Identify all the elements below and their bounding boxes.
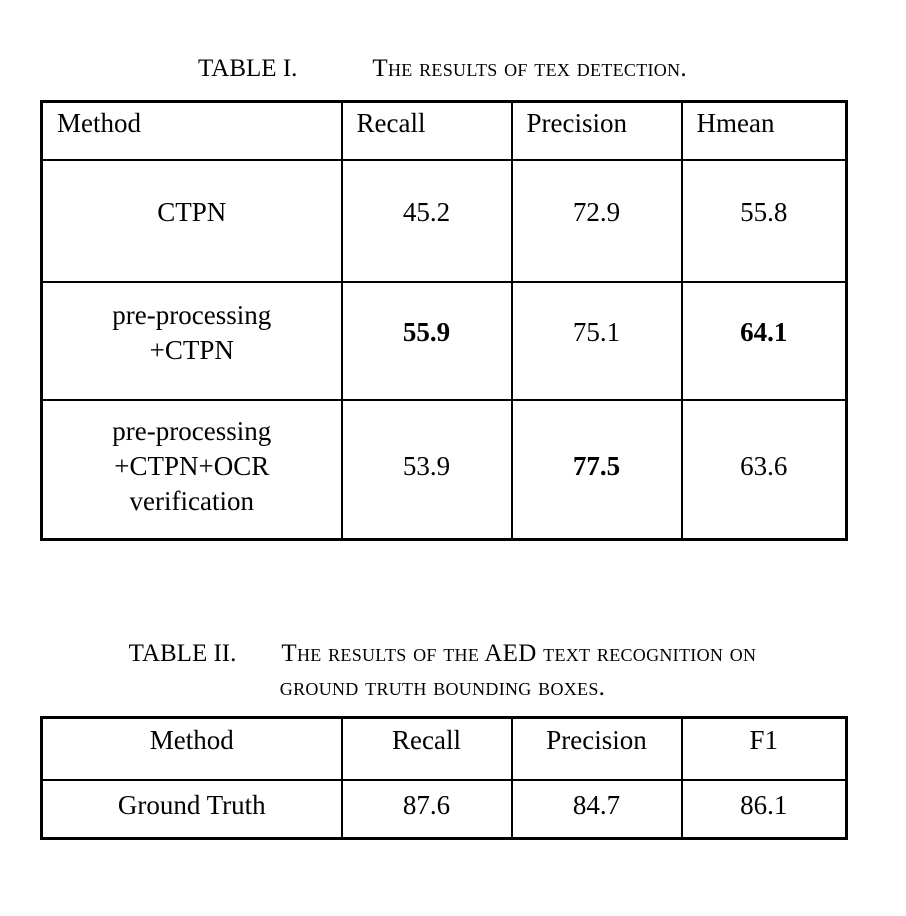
table1: Method Recall Precision Hmean CTPN 45.2 … [40,100,848,541]
table-row: CTPN 45.2 72.9 55.8 [40,158,848,283]
table1-header-hmean: Hmean [680,100,848,161]
table2-header-method: Method [40,716,343,781]
table1-row1-method: pre-processing +CTPN [40,280,343,401]
table1-row0-precision: 72.9 [510,158,683,283]
table1-header-row: Method Recall Precision Hmean [40,100,848,161]
table2-row0-f1: 86.1 [680,778,848,840]
table2-caption-label: TABLE II. [128,640,237,667]
table2-header-recall: Recall [340,716,513,781]
caption-spacer [236,660,281,661]
table1-header-recall: Recall [340,100,513,161]
table1-row0-hmean: 55.8 [680,158,848,283]
table1-row0-recall: 45.2 [340,158,513,283]
table2-header-precision: Precision [510,716,683,781]
table2: Method Recall Precision F1 Ground Truth … [40,716,848,840]
table1-row2-precision: 77.5 [510,398,683,541]
table1-row1-precision: 75.1 [510,280,683,401]
table1-caption: TABLE I. The results of tex detection. [40,52,845,86]
table2-header-f1: F1 [680,716,848,781]
table1-row1-recall: 55.9 [340,280,513,401]
caption-spacer [297,75,372,76]
table2-row0-recall: 87.6 [340,778,513,840]
table-row: pre-processing +CTPN 55.9 75.1 64.1 [40,280,848,401]
table-row: Ground Truth 87.6 84.7 86.1 [40,778,848,840]
table1-row2-method: pre-processing +CTPN+OCR verification [40,398,343,541]
table2-caption-title: The results of the AED text recognition … [279,640,757,701]
table1-header-precision: Precision [510,100,683,161]
table2-caption: TABLE II. The results of the AED text rec… [40,637,845,705]
table1-row1-hmean: 64.1 [680,280,848,401]
table1-caption-label: TABLE I. [198,55,298,82]
table1-row0-method: CTPN [40,158,343,283]
table2-row0-precision: 84.7 [510,778,683,840]
table1-caption-title: The results of tex detection. [372,55,687,82]
table1-row2-recall: 53.9 [340,398,513,541]
table2-header-row: Method Recall Precision F1 [40,716,848,781]
table1-row2-hmean: 63.6 [680,398,848,541]
table2-row0-method: Ground Truth [40,778,343,840]
table-row: pre-processing +CTPN+OCR verification 53… [40,398,848,541]
table1-header-method: Method [40,100,343,161]
